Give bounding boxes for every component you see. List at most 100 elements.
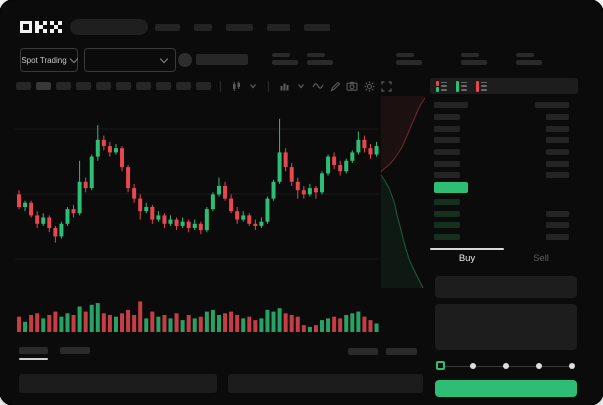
stat-value-placeholder: [516, 60, 542, 65]
chevron-down-icon[interactable]: [247, 80, 259, 92]
ask-row[interactable]: [434, 158, 569, 170]
timeframe-button[interactable]: [36, 82, 51, 90]
ask-price-bar: [434, 137, 460, 144]
timeframe-button[interactable]: [16, 82, 31, 90]
fullscreen-icon[interactable]: [380, 80, 392, 92]
bottom-panel-placeholder: [228, 374, 423, 393]
ask-row[interactable]: [434, 111, 569, 123]
tab-label: Buy: [458, 252, 476, 264]
logo-letter-k: [35, 21, 47, 33]
bid-row[interactable]: [434, 208, 569, 220]
bid-row[interactable]: [434, 231, 569, 243]
timeframe-button[interactable]: [96, 82, 111, 90]
pair-selector-dropdown[interactable]: [84, 48, 176, 72]
camera-icon[interactable]: [346, 80, 358, 92]
bid-amount-bar: [546, 210, 569, 217]
amount-input[interactable]: [435, 304, 577, 350]
candlestick-chart[interactable]: [15, 96, 379, 296]
ask-amount-bar: [546, 160, 569, 167]
stat-value-placeholder: [307, 60, 333, 65]
bottom-right-placeholder[interactable]: [348, 348, 378, 355]
indicators-icon[interactable]: [278, 80, 290, 92]
market-type-label: Spot Trading: [21, 55, 67, 65]
orderbook-last-price[interactable]: [434, 182, 468, 193]
amount-percent-slider[interactable]: [435, 361, 575, 371]
ask-amount-bar: [546, 125, 569, 132]
price-input[interactable]: [435, 276, 577, 298]
stat-value-placeholder: [272, 60, 298, 65]
pair-name-placeholder: [196, 54, 248, 65]
slider-stop[interactable]: [569, 363, 575, 369]
timeframe-button[interactable]: [136, 82, 151, 90]
timeframe-button[interactable]: [176, 82, 191, 90]
logo-letter-x: [50, 21, 62, 33]
slider-stop[interactable]: [470, 363, 476, 369]
book-asks-only-icon[interactable]: [476, 80, 487, 92]
tab-buy[interactable]: Buy: [430, 248, 504, 268]
ask-amount-bar: [546, 137, 569, 144]
book-bids-only-icon[interactable]: [456, 80, 467, 92]
bottom-right-placeholder[interactable]: [386, 348, 417, 355]
timeframe-button[interactable]: [196, 82, 211, 90]
slider-stop[interactable]: [536, 363, 542, 369]
stat-value-placeholder: [396, 60, 422, 65]
nav-item-placeholder[interactable]: [194, 23, 212, 31]
bid-price-bar: [434, 222, 460, 229]
bid-row[interactable]: [434, 196, 569, 208]
okx-logo[interactable]: [20, 21, 62, 33]
stat-label-placeholder: [396, 53, 414, 57]
slider-handle[interactable]: [435, 361, 445, 370]
bottom-tab-placeholder[interactable]: [19, 347, 48, 354]
settings-icon[interactable]: [363, 80, 375, 92]
timeframe-button[interactable]: [116, 82, 131, 90]
active-tab-indicator: [430, 248, 504, 250]
ticker-stat-placeholder: [396, 53, 422, 65]
toolbar-divider: [268, 80, 269, 92]
nav-item-placeholder[interactable]: [226, 23, 253, 31]
search-input[interactable]: [70, 19, 148, 35]
timeframe-button[interactable]: [56, 82, 71, 90]
nav-item-placeholder[interactable]: [155, 23, 180, 31]
line-tool-icon[interactable]: [312, 80, 324, 92]
tab-sell[interactable]: Sell: [504, 248, 578, 268]
ask-amount-bar: [546, 172, 569, 179]
top-header: [20, 17, 330, 37]
toolbar-divider: [220, 80, 221, 92]
candle-style-icon[interactable]: [230, 80, 242, 92]
stat-label-placeholder: [272, 53, 290, 57]
buy-submit-button[interactable]: [435, 380, 577, 397]
ask-price-bar: [434, 113, 460, 120]
bottom-tab-placeholder[interactable]: [60, 347, 90, 354]
chevron-down-icon: [69, 54, 78, 63]
ask-row[interactable]: [434, 134, 569, 146]
volume-chart[interactable]: [15, 292, 379, 334]
ticker-stat-placeholder: [307, 53, 333, 65]
slider-stop[interactable]: [503, 363, 509, 369]
ask-row[interactable]: [434, 123, 569, 135]
bid-price-bar: [434, 210, 460, 217]
ask-row[interactable]: [434, 169, 569, 181]
nav-item-placeholder[interactable]: [267, 23, 290, 31]
bid-row[interactable]: [434, 219, 569, 231]
logo-letter-o: [20, 21, 32, 33]
orderbook-asks: [434, 111, 569, 181]
draw-tool-icon[interactable]: [329, 80, 341, 92]
book-combined-icon[interactable]: [436, 80, 447, 92]
nav-item-placeholder[interactable]: [304, 23, 330, 31]
stat-label-placeholder: [516, 53, 534, 57]
bid-price-bar: [434, 198, 460, 205]
bid-amount-bar: [546, 222, 569, 229]
stat-label-placeholder: [461, 53, 479, 57]
bid-price-bar: [434, 233, 460, 240]
coin-icon: [178, 53, 192, 67]
bid-amount-bar: [546, 233, 569, 240]
timeframe-button[interactable]: [76, 82, 91, 90]
timeframe-button[interactable]: [156, 82, 171, 90]
ask-price-bar: [434, 160, 460, 167]
ask-price-bar: [434, 172, 460, 179]
chart-toolbar: [16, 80, 392, 92]
chevron-down-icon[interactable]: [295, 80, 307, 92]
ticker-stat-placeholder: [461, 53, 487, 65]
market-type-dropdown[interactable]: Spot Trading: [20, 48, 78, 72]
ask-row[interactable]: [434, 146, 569, 158]
